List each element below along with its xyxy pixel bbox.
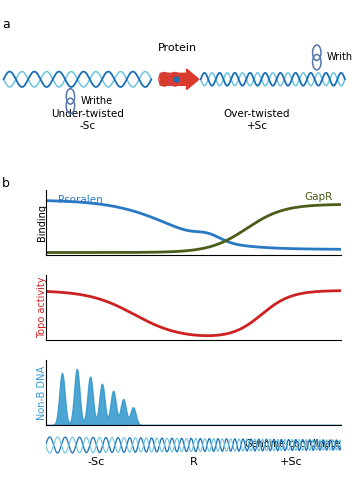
Y-axis label: Binding: Binding [37, 204, 46, 241]
Text: Over-twisted
+Sc: Over-twisted +Sc [224, 109, 290, 131]
Text: Under-twisted
-Sc: Under-twisted -Sc [51, 109, 125, 131]
Y-axis label: Non-B DNA: Non-B DNA [37, 366, 46, 420]
Text: -Sc: -Sc [87, 457, 105, 467]
Y-axis label: Topo activity: Topo activity [37, 277, 46, 338]
FancyArrow shape [160, 69, 199, 89]
Text: Protein: Protein [158, 42, 197, 52]
Text: b: b [2, 177, 10, 190]
Text: Writhe: Writhe [81, 96, 113, 106]
Text: a: a [2, 18, 10, 31]
Text: Writhe: Writhe [327, 52, 352, 62]
Text: Genome-coordinate: Genome-coordinate [245, 440, 341, 450]
Text: +Sc: +Sc [280, 457, 302, 467]
Text: R: R [190, 457, 197, 467]
Text: Psoralen: Psoralen [58, 195, 102, 205]
Text: GapR: GapR [304, 192, 333, 202]
